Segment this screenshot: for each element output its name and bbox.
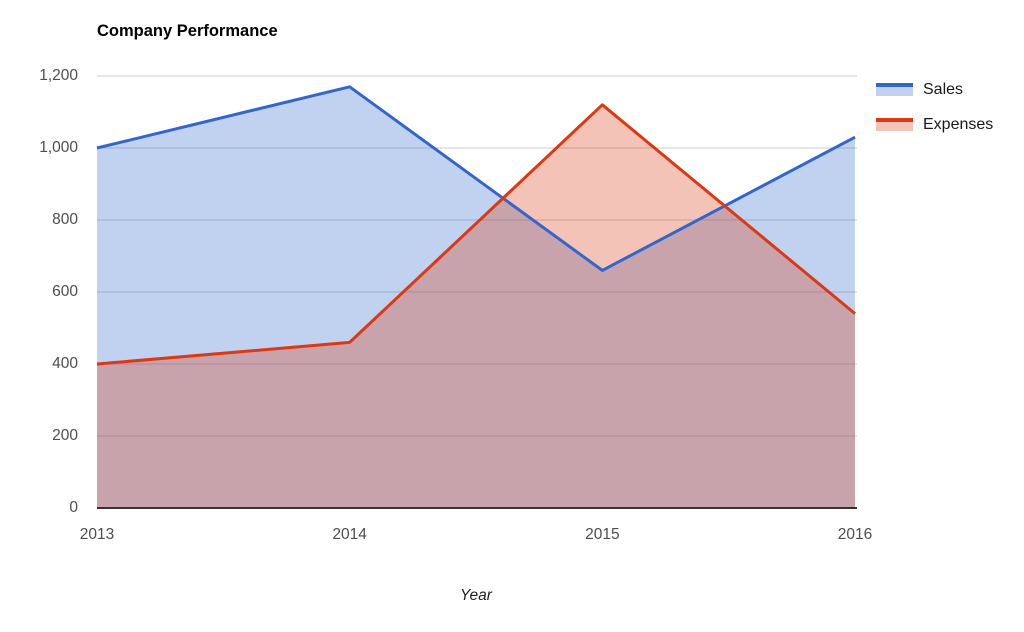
legend-item-expenses: Expenses [876, 115, 993, 134]
sales-line[interactable] [96, 85, 856, 272]
legend-swatch-icon [876, 83, 913, 96]
expenses-area[interactable] [97, 104, 855, 509]
legend: Sales Expenses [876, 80, 993, 150]
legend-item-sales: Sales [876, 80, 993, 99]
chart-title: Company Performance [97, 22, 278, 40]
x-axis-title: Year [460, 587, 492, 604]
legend-label: Sales [923, 81, 964, 98]
legend-label: Expenses [923, 116, 994, 133]
legend-swatch-icon [876, 118, 913, 131]
sales-area[interactable] [97, 86, 855, 509]
expenses-line[interactable] [96, 103, 856, 366]
